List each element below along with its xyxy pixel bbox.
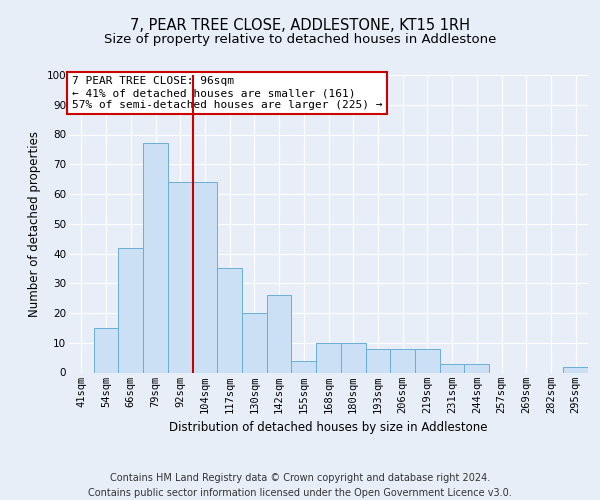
Bar — [415, 348, 440, 372]
Y-axis label: Number of detached properties: Number of detached properties — [28, 130, 41, 317]
Bar — [440, 364, 464, 372]
Bar — [390, 348, 415, 372]
Bar — [193, 182, 217, 372]
Text: 7, PEAR TREE CLOSE, ADDLESTONE, KT15 1RH: 7, PEAR TREE CLOSE, ADDLESTONE, KT15 1RH — [130, 18, 470, 32]
X-axis label: Distribution of detached houses by size in Addlestone: Distribution of detached houses by size … — [169, 421, 488, 434]
Text: Contains HM Land Registry data © Crown copyright and database right 2024.
Contai: Contains HM Land Registry data © Crown c… — [88, 472, 512, 498]
Bar — [94, 328, 118, 372]
Bar — [292, 360, 316, 372]
Bar — [168, 182, 193, 372]
Bar — [143, 144, 168, 372]
Bar — [464, 364, 489, 372]
Bar — [341, 343, 365, 372]
Bar — [316, 343, 341, 372]
Text: 7 PEAR TREE CLOSE: 96sqm
← 41% of detached houses are smaller (161)
57% of semi-: 7 PEAR TREE CLOSE: 96sqm ← 41% of detach… — [71, 76, 382, 110]
Bar — [242, 313, 267, 372]
Bar — [365, 348, 390, 372]
Bar — [267, 295, 292, 372]
Bar — [118, 248, 143, 372]
Bar — [217, 268, 242, 372]
Text: Size of property relative to detached houses in Addlestone: Size of property relative to detached ho… — [104, 32, 496, 46]
Bar — [563, 366, 588, 372]
